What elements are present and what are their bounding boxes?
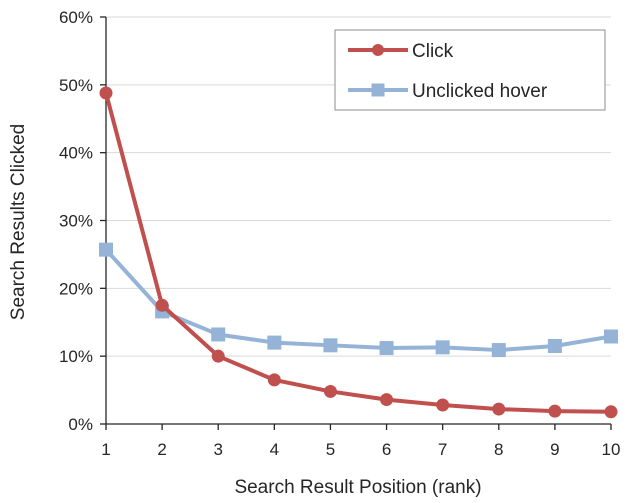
data-point <box>491 343 506 358</box>
legend-click-marker <box>372 44 384 56</box>
x-tick-label: 1 <box>101 440 110 459</box>
data-point <box>492 402 506 416</box>
x-tick-label: 8 <box>494 440 503 459</box>
series-layer <box>99 86 618 419</box>
legend-box <box>334 29 606 111</box>
data-point <box>99 242 113 257</box>
y-tick-label: 60% <box>59 8 93 27</box>
x-tick-label: 7 <box>438 440 447 459</box>
data-point <box>436 398 450 412</box>
y-tick-label: 50% <box>59 76 93 95</box>
data-point <box>211 327 226 342</box>
y-tick-label: 30% <box>59 212 93 231</box>
data-point <box>379 341 394 356</box>
series-line <box>104 248 612 353</box>
x-tick-label: 3 <box>213 440 222 459</box>
x-tick-label: 10 <box>602 440 621 459</box>
legend-hover-marker <box>371 83 385 97</box>
data-point <box>155 298 169 312</box>
series-unclicked-hover <box>99 242 618 358</box>
data-point <box>323 338 338 353</box>
series-click <box>99 86 618 419</box>
legend: Click Unclicked hover <box>334 29 606 111</box>
y-tick-label: 10% <box>59 347 93 366</box>
series-line <box>104 92 612 414</box>
data-point <box>323 384 337 398</box>
data-point <box>547 338 562 353</box>
x-axis-title: Search Result Position (rank) <box>234 477 481 498</box>
data-point <box>604 329 618 344</box>
x-tick-label: 6 <box>382 440 391 459</box>
data-point <box>99 86 113 100</box>
y-tick-label: 0% <box>68 415 93 434</box>
data-point <box>435 340 450 355</box>
x-tick-label: 5 <box>326 440 335 459</box>
y-tick-label: 40% <box>59 144 93 163</box>
x-tick-label: 4 <box>270 440 279 459</box>
data-point <box>380 393 394 407</box>
legend-click-label: Click <box>412 41 454 62</box>
x-tick-label: 9 <box>550 440 559 459</box>
data-point <box>604 405 618 419</box>
data-point <box>548 404 562 418</box>
x-axis-ticks: 1 2 3 4 5 6 7 8 9 10 <box>101 424 620 459</box>
x-tick-label: 2 <box>157 440 166 459</box>
data-point <box>267 335 282 350</box>
y-tick-label: 20% <box>59 279 93 298</box>
data-point <box>267 373 281 387</box>
legend-hover-label: Unclicked hover <box>412 81 548 102</box>
y-axis-title: Search Results Clicked <box>8 124 29 320</box>
y-axis-ticks: 0% 10% 20% 30% 40% 50% 60% <box>59 8 106 434</box>
data-point <box>211 349 225 363</box>
